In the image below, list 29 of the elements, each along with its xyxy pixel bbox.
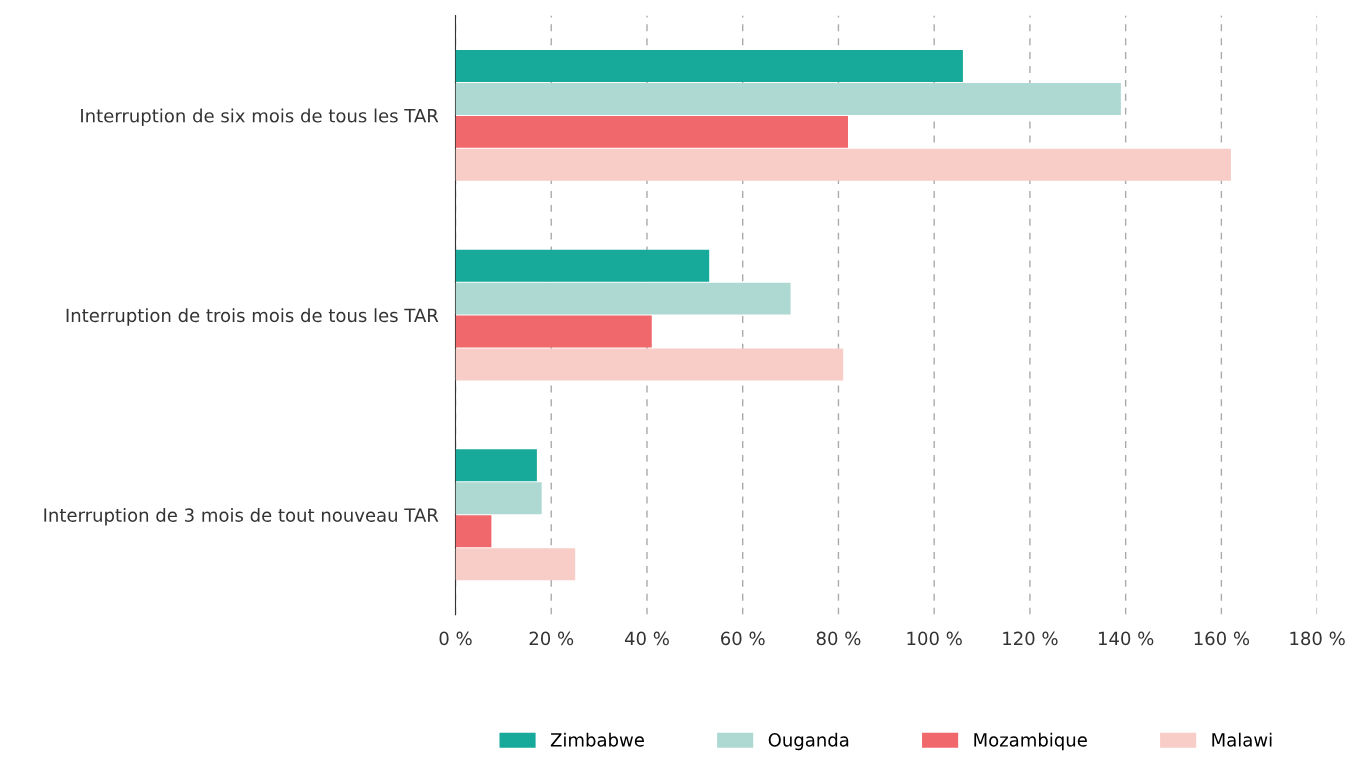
bar (455, 348, 844, 381)
bar (455, 148, 1231, 181)
y-tick-label: Interruption de trois mois de tous les TAR (66, 308, 439, 326)
y-tick-label: Interruption de 3 mois de tout nouveau TAR (44, 507, 439, 526)
x-tick-label: 0 % (439, 631, 472, 646)
x-tick-label: 120 % (1003, 631, 1058, 646)
bar (455, 548, 576, 581)
legend-label: Mozambique (974, 732, 1087, 751)
bar (455, 115, 849, 148)
bar (455, 315, 652, 348)
bar (455, 82, 1121, 115)
bar (455, 282, 791, 315)
legend-label: Zimbabwe (550, 732, 644, 747)
y-tick-label: Interruption de six mois de tous les TAR (81, 108, 439, 127)
x-tick-label: 20 % (529, 631, 574, 646)
x-tick-label: 140 % (1098, 631, 1154, 646)
bar (455, 449, 537, 482)
x-tick-label: 80 % (816, 631, 861, 646)
bar (455, 482, 542, 515)
bar (455, 515, 492, 548)
x-tick-label: 160 % (1194, 631, 1250, 646)
bar (455, 249, 710, 282)
x-tick-label: 100 % (907, 631, 962, 646)
x-tick-label: 60 % (721, 631, 765, 646)
x-tick-label: 180 % (1290, 631, 1345, 646)
bar (455, 50, 963, 82)
legend-label: Malawi (1212, 732, 1272, 747)
legend-label: Ouganda (768, 732, 849, 751)
x-tick-label: 40 % (624, 631, 669, 646)
